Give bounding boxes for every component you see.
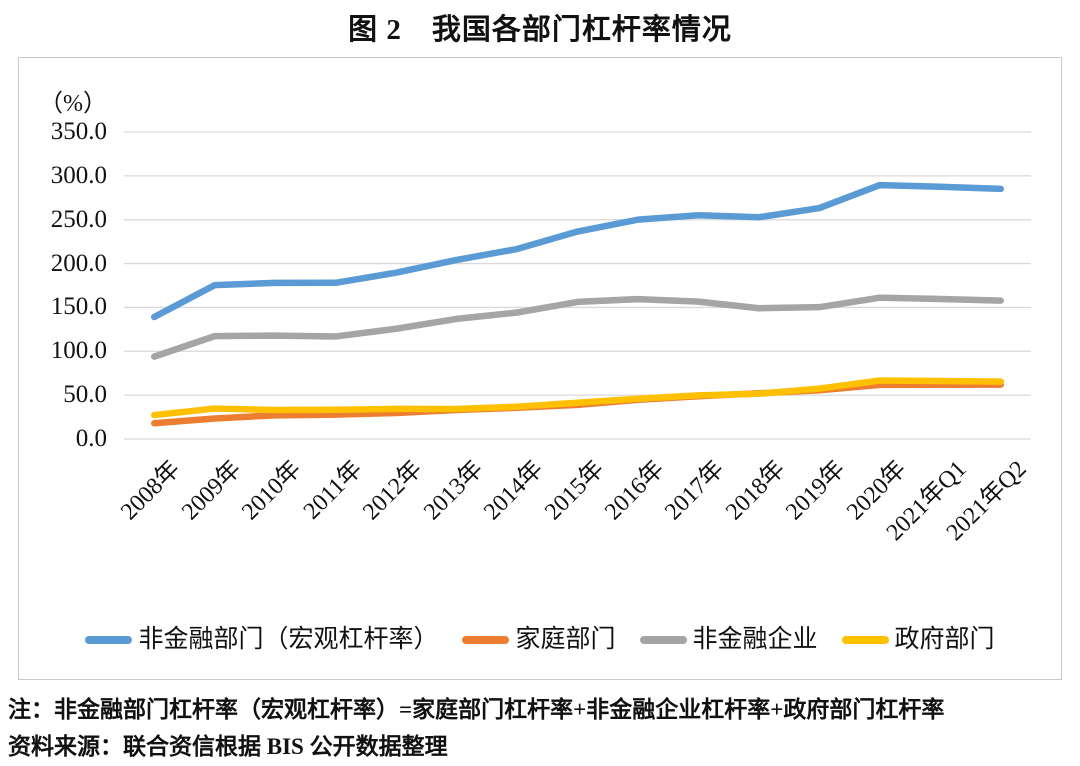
series-line-2 [150, 294, 1005, 360]
footnotes: 注：非金融部门杠杆率（宏观杠杆率）=家庭部门杠杆率+非金融企业杠杆率+政府部门杠… [8, 694, 1072, 766]
line-chart-plot [124, 131, 1031, 440]
y-tick-label: 50.0 [63, 381, 107, 409]
y-tick-label: 250.0 [50, 205, 107, 233]
legend-item: 政府部门 [841, 625, 995, 655]
chart-container: （%） 350.0 300.0 250.0 200.0 150.0 100.0 50.0 0.… [18, 57, 1062, 680]
legend-swatch-icon [85, 636, 133, 644]
legend-label: 非金融部门（宏观杠杆率） [138, 626, 439, 653]
y-tick-label: 350.0 [50, 118, 107, 145]
legend-label: 非金融企业 [692, 626, 818, 653]
legend: 非金融部门（宏观杠杆率） 家庭部门 非金融企业 政府部门 [19, 625, 1061, 655]
y-tick-label: 200.0 [50, 249, 107, 277]
legend-swatch-icon [841, 636, 889, 644]
y-tick-label: 300.0 [50, 161, 107, 189]
y-tick-label: 100.0 [50, 337, 107, 365]
y-tick-label: 150.0 [50, 293, 107, 321]
legend-swatch-icon [639, 636, 687, 644]
series-line-0 [150, 181, 1005, 321]
legend-label: 家庭部门 [515, 626, 616, 653]
source-text: 资料来源：联合资信根据 BIS 公开数据整理 [8, 734, 448, 759]
note-text: 注：非金融部门杠杆率（宏观杠杆率）=家庭部门杠杆率+非金融企业杠杆率+政府部门杠… [8, 697, 945, 722]
legend-item: 家庭部门 [462, 625, 616, 655]
legend-label: 政府部门 [894, 626, 995, 653]
y-axis-unit-label: （%） [39, 91, 107, 117]
series-line-3 [150, 377, 1005, 419]
chart-title: 图 2 我国各部门杠杆率情况 [348, 14, 732, 46]
y-tick-label: 0.0 [75, 425, 107, 452]
legend-swatch-icon [462, 636, 510, 644]
legend-item: 非金融企业 [639, 625, 818, 655]
legend-item: 非金融部门（宏观杠杆率） [85, 625, 438, 655]
